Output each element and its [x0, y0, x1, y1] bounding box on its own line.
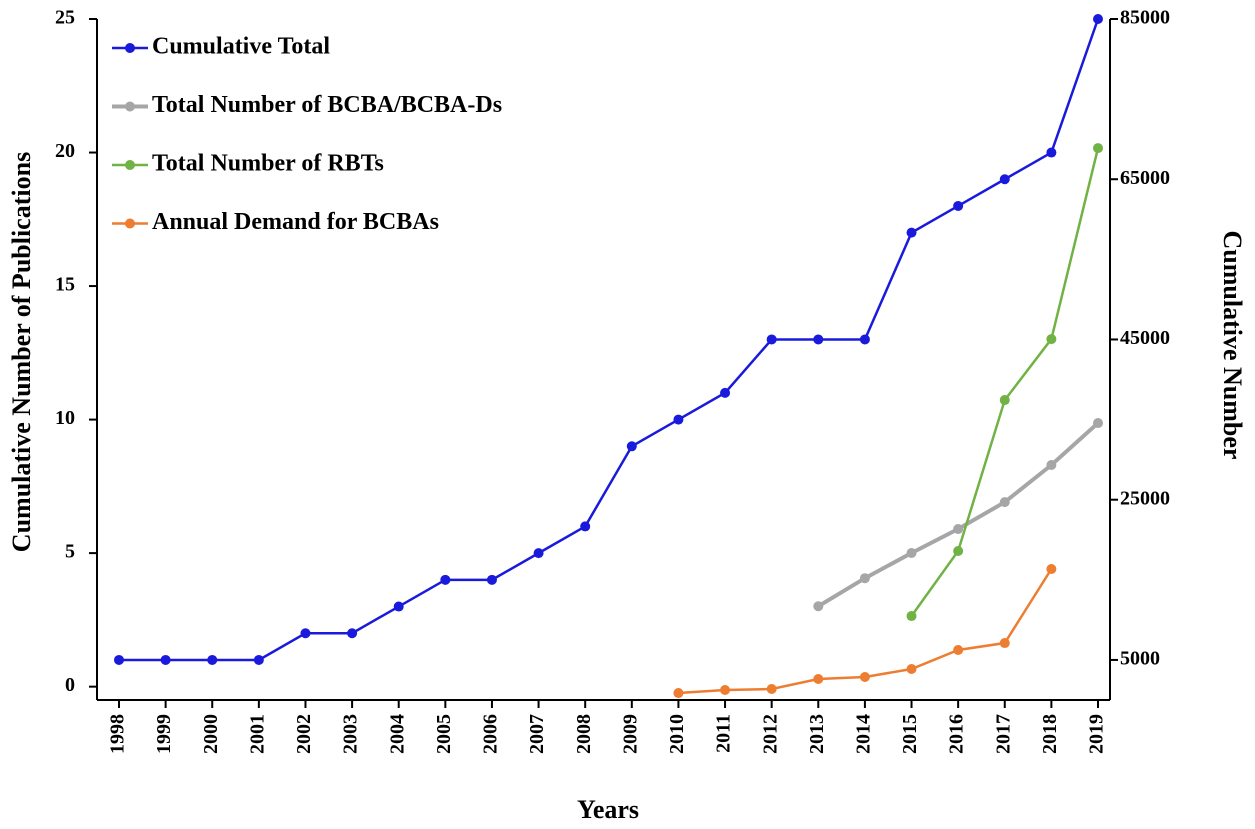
- point: [906, 547, 917, 558]
- series-line: [119, 18, 1100, 662]
- point: [766, 334, 777, 345]
- x-tick-label: 2013: [806, 714, 828, 754]
- point: [440, 574, 451, 585]
- point: [347, 628, 358, 639]
- point: [160, 654, 171, 665]
- point: [1046, 460, 1057, 471]
- x-tick-label: 2015: [899, 714, 921, 754]
- point: [300, 628, 311, 639]
- series-line: [910, 147, 1100, 617]
- point: [626, 441, 637, 452]
- x-tick-label: 2019: [1086, 714, 1108, 754]
- y-tick-label: 20: [55, 140, 75, 162]
- point: [253, 654, 264, 665]
- x-tick-label: 1999: [153, 714, 175, 754]
- x-tick-label: 2000: [200, 714, 222, 754]
- x-tick-label: 2006: [480, 714, 502, 754]
- point: [999, 497, 1010, 508]
- point: [720, 684, 731, 695]
- point: [859, 334, 870, 345]
- legend-marker: [125, 218, 135, 229]
- y2-tick-label: 45000: [1120, 327, 1170, 349]
- y2-tick-label: 25000: [1120, 487, 1170, 509]
- point: [859, 573, 870, 584]
- point: [1046, 564, 1057, 575]
- point: [1093, 143, 1103, 154]
- legend-marker: [125, 160, 135, 170]
- point: [1093, 418, 1103, 429]
- point: [906, 227, 917, 238]
- y2-axis-label: Cumulative Number: [1218, 231, 1247, 460]
- x-tick-label: 2012: [759, 714, 781, 754]
- point: [1093, 14, 1103, 24]
- point: [720, 387, 731, 398]
- point: [999, 174, 1010, 185]
- y-tick-label: 0: [65, 674, 75, 696]
- y-axis-label: Cumulative Number of Publications: [7, 152, 36, 552]
- y2-tick-label: 5000: [1120, 648, 1160, 670]
- x-tick-label: 1998: [107, 714, 129, 754]
- point: [486, 574, 497, 585]
- point: [953, 200, 964, 211]
- point: [953, 545, 964, 556]
- point: [999, 395, 1010, 406]
- x-axis-label: Years: [577, 795, 639, 824]
- point: [673, 688, 684, 699]
- x-tick-label: 2018: [1039, 714, 1061, 754]
- x-tick-label: 2003: [340, 714, 362, 754]
- legend-label: Total Number of RBTs: [152, 151, 384, 177]
- x-tick-label: 2001: [246, 714, 268, 754]
- x-tick-label: 2005: [433, 714, 455, 754]
- legend-marker: [125, 43, 135, 53]
- point: [999, 638, 1010, 649]
- point: [813, 674, 824, 685]
- legend-label: Annual Demand for BCBAs: [152, 209, 439, 235]
- legend-marker: [125, 101, 135, 112]
- x-tick-label: 2004: [386, 714, 408, 754]
- y2-tick-label: 85000: [1120, 7, 1170, 29]
- point: [953, 645, 964, 656]
- x-tick-label: 2002: [293, 714, 315, 754]
- point: [393, 601, 404, 612]
- y-tick-label: 15: [55, 274, 75, 296]
- point: [813, 334, 824, 345]
- y-tick-label: 25: [55, 7, 75, 29]
- point: [207, 654, 218, 665]
- y-tick-label: 5: [65, 541, 75, 563]
- y-tick-label: 10: [55, 407, 75, 429]
- point: [906, 663, 917, 674]
- point: [114, 654, 124, 665]
- x-tick-label: 2010: [666, 714, 688, 754]
- x-tick-label: 2009: [619, 714, 641, 754]
- x-tick-label: 2014: [852, 714, 874, 754]
- point: [813, 601, 824, 612]
- point: [953, 524, 964, 535]
- x-tick-label: 2016: [946, 714, 968, 754]
- point: [1046, 147, 1057, 158]
- y2-tick-label: 65000: [1120, 167, 1170, 189]
- point: [580, 521, 591, 532]
- x-tick-label: 2011: [713, 714, 735, 753]
- point: [766, 684, 777, 695]
- legend-label: Total Number of BCBA/BCBA-Ds: [152, 92, 502, 118]
- point: [673, 414, 684, 425]
- point: [906, 611, 917, 622]
- x-tick-label: 2017: [992, 714, 1014, 754]
- point: [859, 672, 870, 683]
- x-tick-label: 2007: [526, 714, 548, 754]
- point: [1046, 334, 1057, 345]
- legend-label: Cumulative Total: [152, 34, 330, 60]
- x-tick-label: 2008: [573, 714, 595, 754]
- point: [533, 548, 544, 559]
